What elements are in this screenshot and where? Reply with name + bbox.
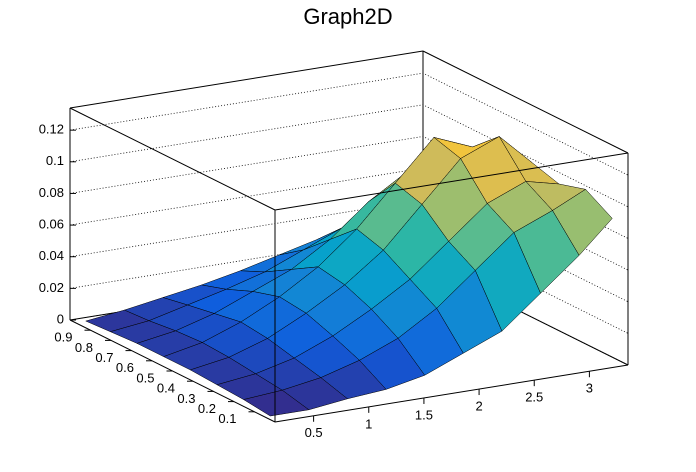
z-tick-label: 0.12 — [39, 122, 64, 137]
y-tick-label: 0.1 — [218, 411, 236, 426]
x-tick-label: 2 — [475, 398, 482, 413]
z-tick-label: 0.06 — [39, 217, 64, 232]
y-tick-label: 0.5 — [136, 370, 154, 385]
z-tick-label: 0.1 — [46, 153, 64, 168]
y-tick-label: 0.8 — [75, 340, 93, 355]
x-tick-label: 1.5 — [415, 407, 433, 422]
x-tick-label: 1 — [365, 416, 372, 431]
x-tick-label: 0.5 — [305, 425, 323, 440]
x-tick-label: 3 — [586, 381, 593, 396]
y-tick-label: 0.3 — [177, 391, 195, 406]
x-tick-label: 2.5 — [525, 390, 543, 405]
chart-title: Graph2D — [303, 4, 392, 29]
y-tick-label: 0.9 — [54, 330, 72, 345]
z-tick-label: 0 — [57, 311, 64, 326]
y-tick-label: 0.6 — [116, 360, 134, 375]
z-tick-label: 0.08 — [39, 185, 64, 200]
box-edge — [422, 50, 629, 154]
z-tick-label: 0.04 — [39, 248, 64, 263]
y-tick-label: 0.2 — [198, 401, 216, 416]
grid-line — [69, 72, 629, 176]
surface-cell — [242, 389, 310, 417]
box-edge — [69, 107, 276, 211]
grid-line — [69, 104, 629, 208]
box-edge — [69, 50, 424, 109]
z-tick-label: 0.02 — [39, 280, 64, 295]
y-tick-label: 0.4 — [157, 381, 175, 396]
x-axis — [274, 364, 629, 423]
y-tick-label: 0.7 — [95, 350, 113, 365]
box-edge — [274, 152, 629, 211]
